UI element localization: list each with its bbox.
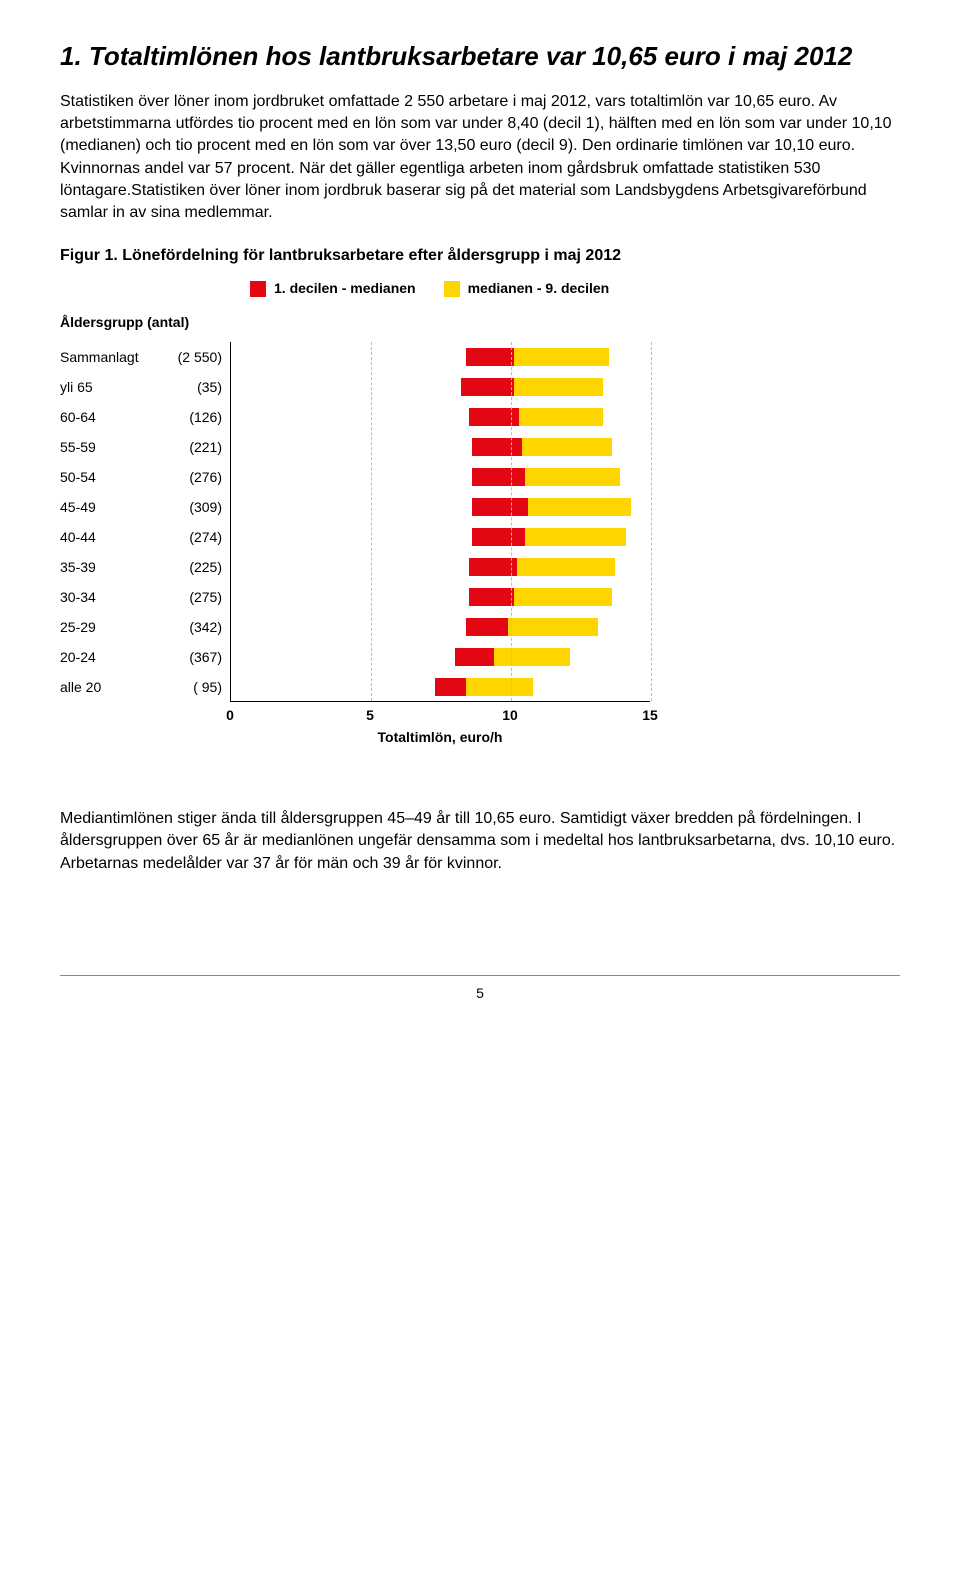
bar-segment-median-decile9 [514,348,609,366]
age-group-label: alle 20 [60,678,101,698]
bar-row [231,522,650,552]
y-label-row: 45-49 (309) [60,492,230,522]
grid-line [371,342,372,701]
legend-label: 1. decilen - medianen [274,279,416,299]
wage-distribution-chart: 1. decilen - medianen medianen - 9. deci… [60,279,900,748]
bar-segment-decile1-median [455,648,494,666]
age-group-count: (126) [189,408,222,428]
bar-segment-median-decile9 [466,678,533,696]
y-label-row: 50-54 (276) [60,462,230,492]
age-group-count: ( 95) [193,678,222,698]
y-label-row: 55-59 (221) [60,432,230,462]
bar-segment-decile1-median [461,378,514,396]
age-group-count: (367) [189,648,222,668]
age-group-count: (225) [189,558,222,578]
bar-segment-decile1-median [435,678,466,696]
y-label-row: 25-29 (342) [60,612,230,642]
x-tick-label: 15 [642,706,658,726]
bar-segment-decile1-median [466,618,508,636]
bar-segment-decile1-median [466,348,514,366]
bar-segment-decile1-median [469,558,517,576]
age-group-count: (275) [189,588,222,608]
bar-segment-median-decile9 [517,558,615,576]
bar-segment-decile1-median [472,468,525,486]
y-label-row: alle 20 ( 95) [60,672,230,702]
bar-row [231,432,650,462]
legend-item-decile1-median: 1. decilen - medianen [250,279,416,299]
bar-segment-median-decile9 [519,408,603,426]
bar-segment-decile1-median [472,528,525,546]
age-group-count: (342) [189,618,222,638]
figure-caption: Figur 1. Lönefördelning för lantbruksarb… [60,245,900,267]
bar-row [231,582,650,612]
age-group-label: 60-64 [60,408,96,428]
age-group-label: Sammanlagt [60,348,139,368]
bar-row [231,462,650,492]
page-heading: 1. Totaltimlönen hos lantbruksarbetare v… [60,40,900,73]
bar-row [231,552,650,582]
legend-swatch-red [250,281,266,297]
x-axis-ticks: 051015 [230,702,650,726]
bar-segment-median-decile9 [494,648,570,666]
y-label-row: 60-64 (126) [60,402,230,432]
y-axis-labels: Sammanlagt (2 550) yli 65 (35) 60-64 (126) 55-… [60,342,230,702]
bar-row [231,402,650,432]
bar-row [231,672,650,702]
x-tick-label: 5 [366,706,374,726]
legend-label: medianen - 9. decilen [468,279,610,299]
age-group-count: (276) [189,468,222,488]
age-group-label: 55-59 [60,438,96,458]
age-group-count: (221) [189,438,222,458]
bar-row [231,372,650,402]
age-group-label: 35-39 [60,558,96,578]
age-group-count: (309) [189,498,222,518]
age-group-count: (35) [197,378,222,398]
bar-segment-decile1-median [472,498,528,516]
bar-segment-median-decile9 [514,378,604,396]
grid-line [511,342,512,701]
y-label-row: 40-44 (274) [60,522,230,552]
grid-line [651,342,652,701]
age-group-label: 20-24 [60,648,96,668]
age-group-label: yli 65 [60,378,93,398]
legend-item-median-decile9: medianen - 9. decilen [444,279,610,299]
bar-segment-decile1-median [469,588,514,606]
legend-swatch-yellow [444,281,460,297]
y-label-row: 35-39 (225) [60,552,230,582]
y-axis-title: Åldersgrupp (antal) [60,313,900,333]
x-tick-label: 10 [502,706,518,726]
bar-segment-median-decile9 [525,468,620,486]
y-label-row: Sammanlagt (2 550) [60,342,230,372]
intro-paragraph: Statistiken över löner inom jordbruket o… [60,91,900,225]
bar-segment-median-decile9 [522,438,612,456]
y-label-row: 30-34 (275) [60,582,230,612]
age-group-label: 30-34 [60,588,96,608]
age-group-label: 25-29 [60,618,96,638]
bar-segment-median-decile9 [514,588,612,606]
y-label-row: 20-24 (367) [60,642,230,672]
bar-row [231,342,650,372]
age-group-label: 45-49 [60,498,96,518]
age-group-count: (2 550) [178,348,222,368]
x-axis-title: Totaltimlön, euro/h [230,728,650,748]
bar-segment-median-decile9 [528,498,632,516]
bar-row [231,642,650,672]
closing-paragraph: Mediantimlönen stiger ända till åldersgr… [60,808,900,875]
chart-legend: 1. decilen - medianen medianen - 9. deci… [250,279,900,299]
age-group-count: (274) [189,528,222,548]
x-tick-label: 0 [226,706,234,726]
bar-row [231,612,650,642]
chart-plot-area [230,342,650,702]
bar-segment-decile1-median [472,438,522,456]
bar-row [231,492,650,522]
bar-segment-median-decile9 [508,618,598,636]
age-group-label: 50-54 [60,468,96,488]
page-number: 5 [60,975,900,1004]
age-group-label: 40-44 [60,528,96,548]
y-label-row: yli 65 (35) [60,372,230,402]
bar-segment-median-decile9 [525,528,626,546]
